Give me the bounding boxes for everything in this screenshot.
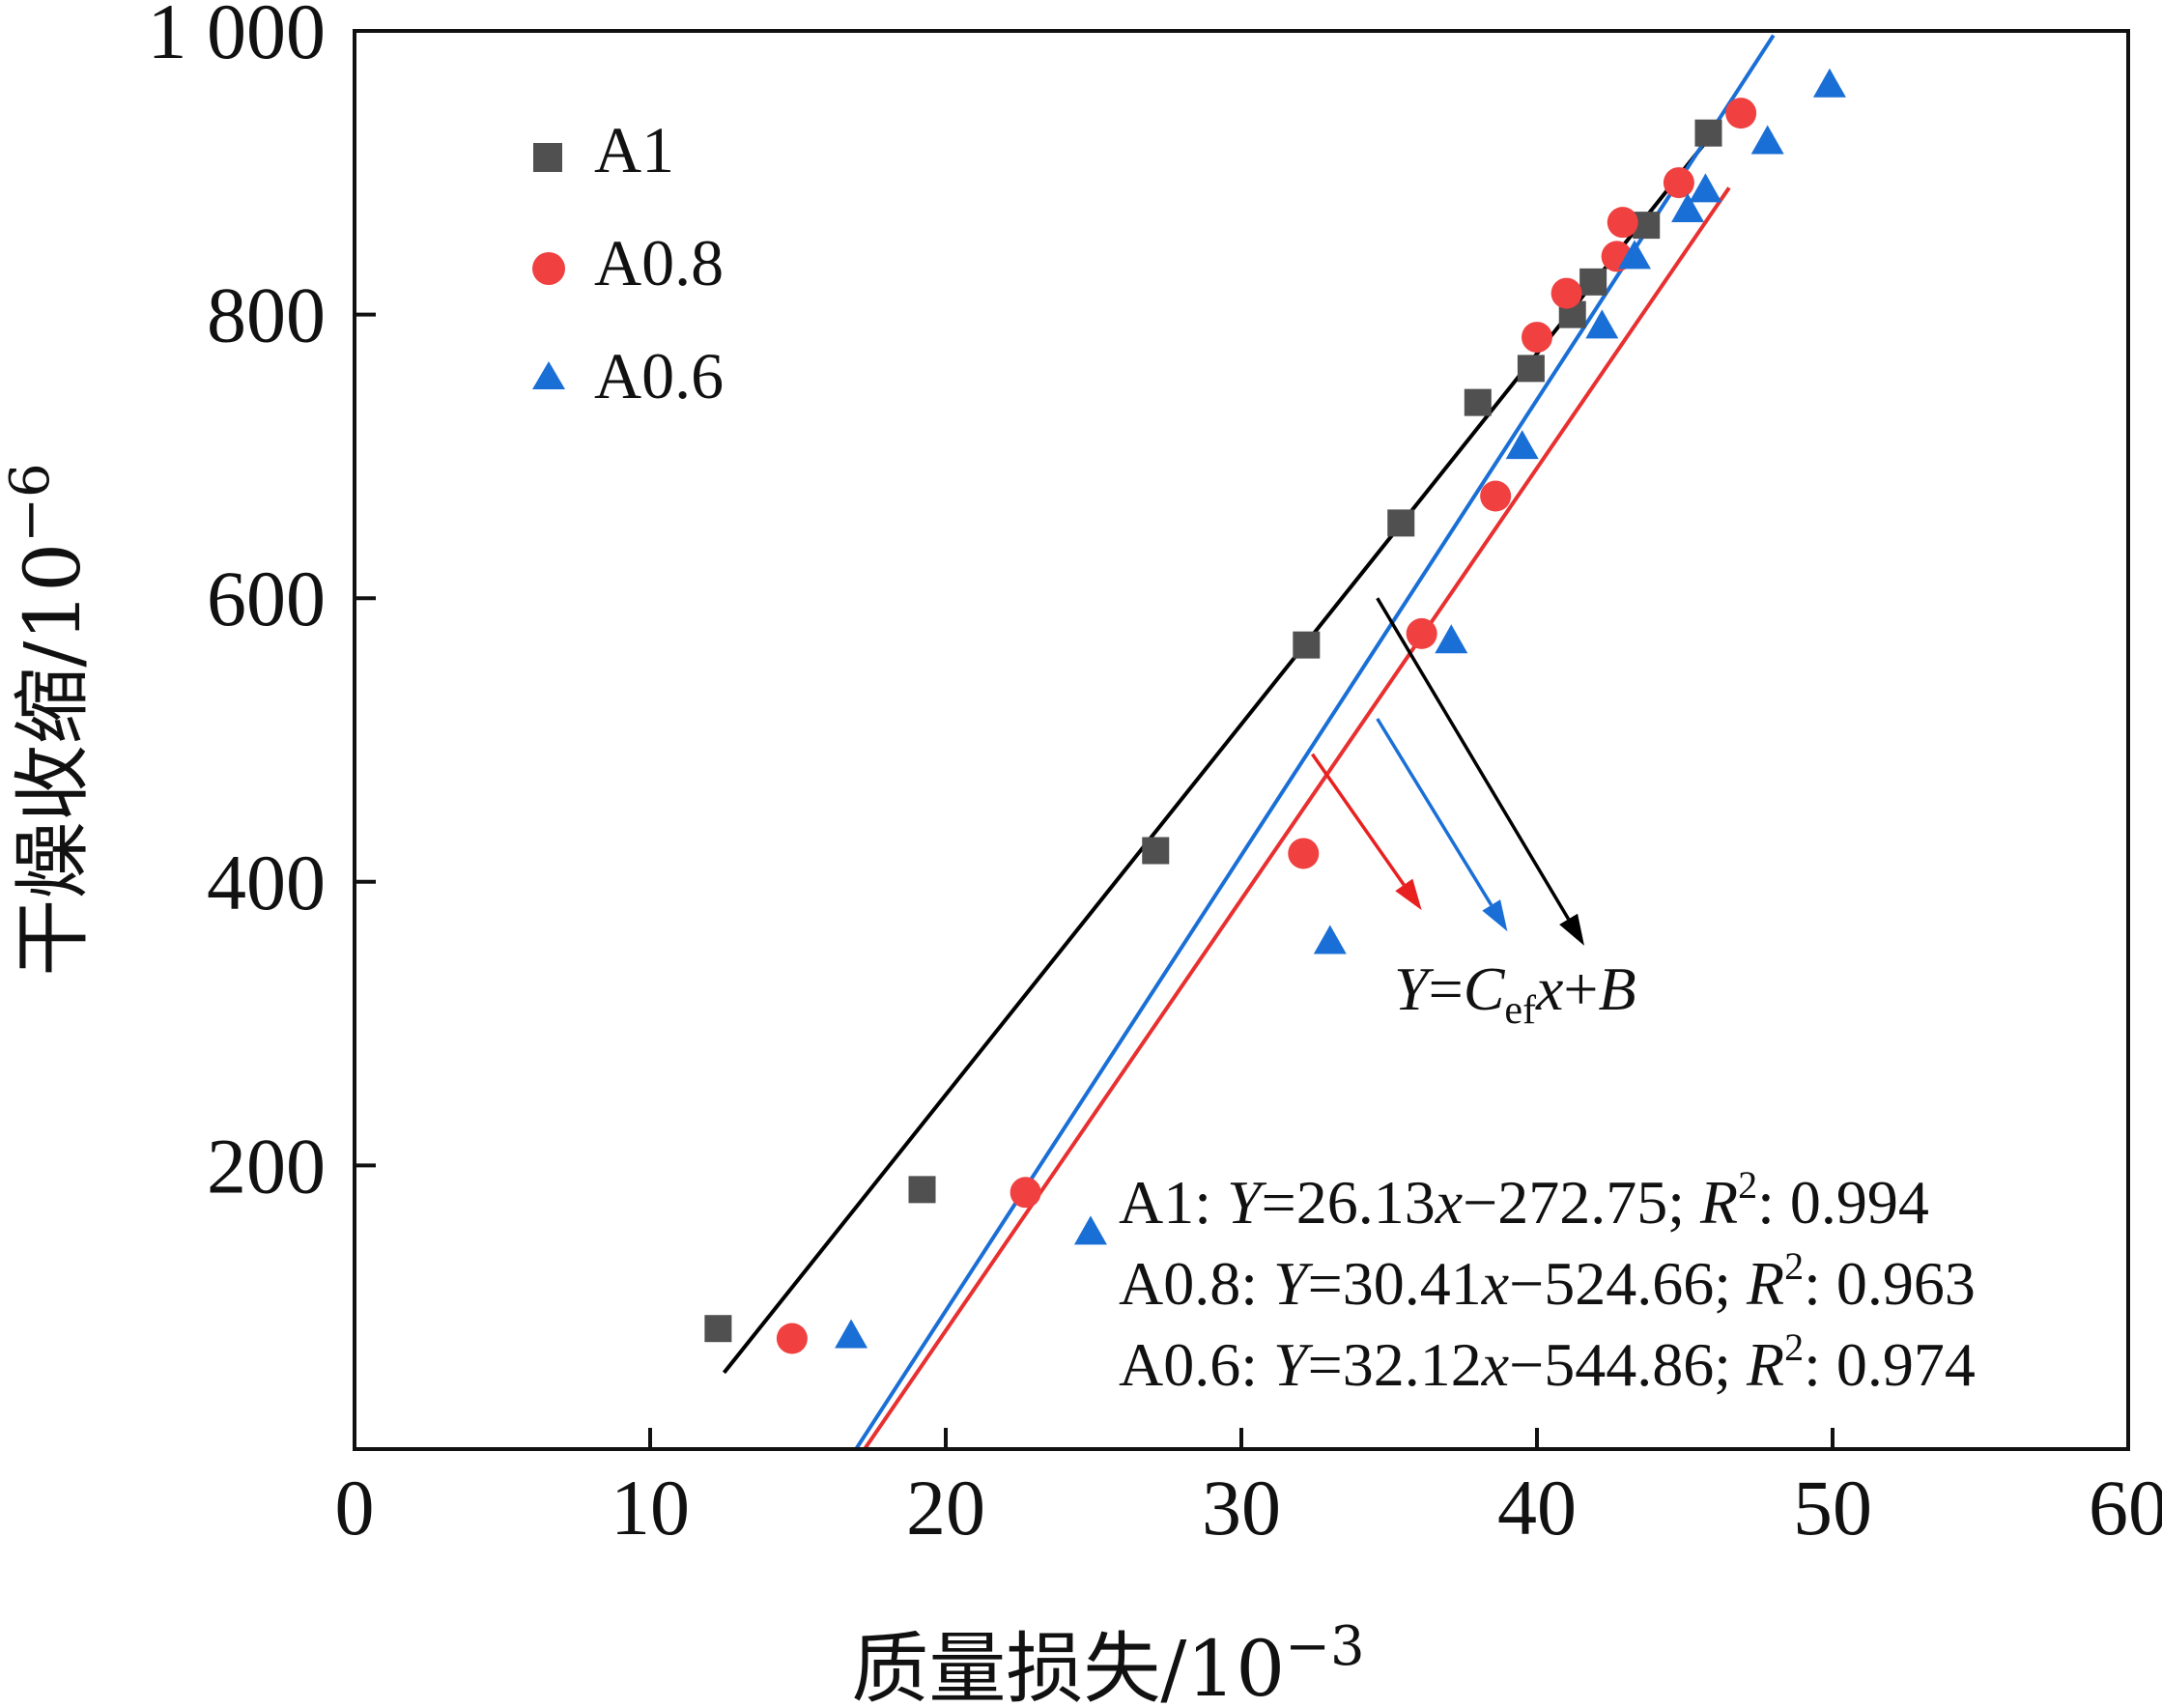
data-point-a0-6 xyxy=(1812,68,1846,98)
data-points xyxy=(704,68,1846,1354)
data-point-a0-8 xyxy=(1010,1177,1041,1209)
legend-label-a1: A1 xyxy=(594,113,674,186)
y-axis-title: 干燥收缩/10−6 xyxy=(0,463,98,976)
data-point-a0-8 xyxy=(776,1323,808,1354)
x-tick-label: 10 xyxy=(611,1464,690,1551)
x-tick-label: 20 xyxy=(906,1464,985,1551)
data-point-a1 xyxy=(1387,509,1415,537)
y-tick-label: 1 000 xyxy=(148,0,327,75)
legend-marker-a0-8 xyxy=(532,252,565,285)
y-tick-label: 600 xyxy=(207,555,326,642)
data-point-a0-8 xyxy=(1550,277,1582,309)
x-tick-label: 30 xyxy=(1202,1464,1281,1551)
data-point-a1 xyxy=(1694,119,1722,147)
fit-equation-a0-8: A0.8: Y=30.41x−524.66; R2: 0.963 xyxy=(1119,1244,1976,1318)
data-point-a1 xyxy=(1293,631,1321,659)
data-point-a0-6 xyxy=(835,1319,868,1349)
data-point-a1 xyxy=(1579,268,1607,296)
legend-label-a0-6: A0.6 xyxy=(594,339,724,413)
data-point-a0-8 xyxy=(1663,167,1694,199)
data-point-a1 xyxy=(1142,837,1170,865)
y-tick-label: 800 xyxy=(207,271,326,359)
legend-marker-a1 xyxy=(533,143,562,172)
annotation-arrow-shaft xyxy=(1376,597,1571,921)
data-point-a0-6 xyxy=(1435,624,1468,654)
annotation-arrow-head xyxy=(1559,913,1584,946)
data-point-a0-6 xyxy=(1617,240,1651,270)
fit-equation-a1: A1: Y=26.13x−272.75; R2: 0.994 xyxy=(1119,1163,1929,1237)
annotation-arrow-shaft xyxy=(1311,753,1406,886)
y-tick-label: 400 xyxy=(207,839,326,926)
data-point-a0-6 xyxy=(1671,192,1705,222)
fit-line-a0-8 xyxy=(863,186,1731,1451)
data-point-a0-6 xyxy=(1750,125,1784,155)
legend: A1 A0.8 A0.6 xyxy=(532,113,724,413)
annotation-arrow-head xyxy=(1482,899,1508,932)
legend-marker-a0-6 xyxy=(532,361,565,389)
x-tick-label: 0 xyxy=(335,1464,375,1551)
x-axis-title: 质量损失/10−3 xyxy=(851,1615,1364,1708)
data-point-a1 xyxy=(1517,355,1545,383)
data-point-a0-6 xyxy=(1585,309,1619,339)
y-tick-label: 200 xyxy=(207,1122,326,1210)
x-tick-label: 40 xyxy=(1497,1464,1577,1551)
data-point-a0-6 xyxy=(1689,173,1722,203)
data-point-a0-8 xyxy=(1480,480,1512,512)
data-point-a0-8 xyxy=(1607,207,1638,239)
annotation-arrow-head xyxy=(1395,878,1422,911)
annotation-arrow-shaft xyxy=(1376,718,1493,906)
fit-equation-a0-6: A0.6: Y=32.12x−544.86; R2: 0.974 xyxy=(1119,1325,1976,1399)
data-point-a0-6 xyxy=(1505,430,1539,460)
data-point-a0-8 xyxy=(1288,838,1320,869)
data-point-a1 xyxy=(1464,388,1492,416)
data-point-a1 xyxy=(704,1315,732,1343)
data-point-a0-8 xyxy=(1725,98,1757,129)
x-tick-label: 60 xyxy=(2089,1464,2162,1551)
annotation-arrows xyxy=(1311,597,1584,946)
data-point-a1 xyxy=(908,1176,936,1204)
data-point-a0-6 xyxy=(1313,925,1347,954)
x-tick-label: 50 xyxy=(1793,1464,1872,1551)
data-point-a0-8 xyxy=(1406,617,1437,649)
data-point-a0-8 xyxy=(1522,322,1552,354)
fit-equations: A1: Y=26.13x−272.75; R2: 0.994 A0.8: Y=3… xyxy=(1119,1163,1976,1399)
axis-ticks: 0 10 20 30 40 50 60 200 400 600 800 1 000 xyxy=(148,0,2162,1551)
data-point-a0-6 xyxy=(1073,1215,1107,1245)
general-equation-label: Y=Cefx+B xyxy=(1394,954,1636,1033)
legend-label-a0-8: A0.8 xyxy=(594,226,724,299)
